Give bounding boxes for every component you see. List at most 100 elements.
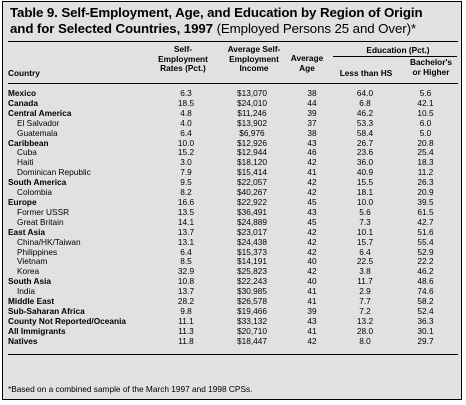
- table-row: Natives 11.8 $18,447 42 8.0 29.7: [8, 337, 457, 347]
- average-age-cell: 42: [307, 237, 317, 247]
- average-income-cell: $36,491: [237, 207, 267, 217]
- average-income-cell: $20,710: [237, 326, 267, 336]
- table-row: Central America 4.8 $11,246 39 46.2 10.5: [8, 109, 457, 119]
- self-employment-rate-cell: 9.5: [180, 178, 192, 188]
- table-row: China/HK/Taiwan 13.1 $24,438 42 15.7 55.4: [8, 238, 457, 248]
- row-name-cell: All Immigrants: [8, 326, 66, 336]
- less-than-hs-pct-cell: 8.0: [359, 336, 371, 346]
- self-employment-rate-cell: 8.5: [180, 257, 192, 267]
- average-age-cell: 40: [307, 277, 317, 287]
- average-age-cell: 45: [307, 217, 317, 227]
- bachelors-pct-cell: 52.4: [417, 306, 434, 316]
- row-name-cell: Guatemala: [17, 128, 58, 138]
- self-employment-rate-cell: 3.0: [180, 158, 192, 168]
- less-than-hs-pct-cell: 36.0: [356, 158, 374, 168]
- bachelors-pct-cell: 52.9: [417, 247, 434, 257]
- header-age-line-1: Average: [290, 53, 324, 63]
- table-row: Europe 16.6 $22,922 45 10.0 39.5: [8, 198, 457, 208]
- self-employment-rate-cell: 13.5: [177, 207, 195, 217]
- less-than-hs-pct-cell: 11.7: [357, 277, 373, 287]
- header-country: Country: [8, 68, 40, 78]
- average-income-cell: $40,267: [237, 188, 267, 198]
- row-name-cell: Sub-Saharan Africa: [8, 306, 85, 316]
- self-employment-rate-cell: 11.3: [178, 326, 194, 336]
- average-age-cell: 42: [307, 267, 317, 277]
- bachelors-pct-cell: 39.5: [417, 197, 434, 207]
- row-name-cell: Caribbean: [8, 138, 49, 148]
- table-row: Mexico 6.3 $13,070 38 64.0 5.6: [8, 89, 457, 99]
- row-name-cell: Canada: [8, 98, 38, 108]
- average-income-cell: $24,010: [237, 98, 267, 108]
- row-name-cell: South America: [8, 178, 67, 188]
- less-than-hs-pct-cell: 6.8: [359, 98, 371, 108]
- self-employment-rate-cell: 32.9: [177, 267, 195, 277]
- table-row: Middle East 28.2 $26,578 41 7.7 58.2: [8, 297, 457, 307]
- header-income-line-3: Income: [239, 63, 269, 74]
- title-subtitle: (Employed Persons 25 and Over)*: [216, 21, 417, 36]
- self-employment-rate-cell: 6.4: [180, 128, 192, 138]
- self-employment-rate-cell: 10.8: [177, 277, 195, 287]
- education-group-rule: [333, 56, 457, 57]
- bachelors-pct-cell: 58.2: [417, 297, 434, 307]
- average-income-cell: $19,466: [237, 306, 267, 316]
- average-age-cell: 38: [307, 128, 317, 138]
- average-income-cell: $13,902: [237, 118, 267, 128]
- average-income-cell: $15,414: [237, 168, 267, 178]
- row-name-cell: Haiti: [17, 158, 34, 168]
- bachelors-pct-cell: 42.7: [417, 217, 434, 227]
- less-than-hs-pct-cell: 53.3: [356, 118, 374, 128]
- average-income-cell: $24,889: [237, 217, 267, 227]
- average-age-cell: 38: [307, 89, 317, 98]
- bachelors-pct-cell: 6.0: [419, 118, 432, 128]
- bachelors-pct-cell: 26.3: [417, 178, 434, 188]
- bachelors-pct-cell: 5.0: [419, 128, 432, 138]
- self-employment-rate-cell: 11.8: [178, 336, 194, 346]
- table-row: Former USSR 13.5 $36,491 43 5.6 61.5: [8, 208, 457, 218]
- less-than-hs-pct-cell: 18.1: [356, 188, 374, 198]
- less-than-hs-pct-cell: 46.2: [356, 108, 374, 118]
- bachelors-pct-cell: 55.4: [417, 237, 434, 247]
- header-bachelors: Bachelor's or Higher: [399, 57, 463, 77]
- average-age-cell: 42: [307, 227, 317, 237]
- average-age-cell: 43: [307, 316, 317, 326]
- table-body: Mexico 6.3 $13,070 38 64.0 5.6 Canada 18.5 $24,0…: [8, 89, 457, 347]
- header-self-employment-line-2: Employment: [158, 53, 208, 64]
- header-self-employment-line-1: Self-: [174, 44, 192, 54]
- row-name-cell: Mexico: [8, 89, 37, 98]
- average-age-cell: 40: [307, 257, 317, 267]
- average-age-cell: 42: [307, 158, 317, 168]
- self-employment-rate-cell: 15.2: [177, 148, 195, 158]
- bachelors-pct-cell: 30.1: [417, 326, 434, 336]
- less-than-hs-pct-cell: 15.5: [356, 178, 374, 188]
- bachelors-pct-cell: 42.1: [417, 98, 434, 108]
- average-income-cell: $14,191: [237, 257, 267, 267]
- table-row: India 13.7 $30,985 41 2.9 74.6: [8, 287, 457, 297]
- average-age-cell: 41: [307, 297, 317, 307]
- average-income-cell: $25,823: [237, 267, 267, 277]
- average-age-cell: 44: [307, 98, 317, 108]
- average-income-cell: $24,438: [237, 237, 267, 247]
- less-than-hs-pct-cell: 28.0: [356, 326, 374, 336]
- less-than-hs-pct-cell: 15.7: [356, 237, 374, 247]
- title-line-2: and for Selected Countries, 1997 (Employ…: [10, 21, 462, 37]
- bachelors-pct-cell: 20.9: [417, 188, 434, 198]
- row-name-cell: Natives: [8, 336, 38, 346]
- self-employment-rate-cell: 13.7: [177, 227, 195, 237]
- self-employment-rate-cell: 6.3: [180, 89, 192, 98]
- average-age-cell: 37: [307, 118, 317, 128]
- self-employment-rate-cell: 16.6: [177, 197, 195, 207]
- self-employment-rate-cell: 4.8: [180, 108, 192, 118]
- row-name-cell: India: [17, 287, 35, 297]
- average-age-cell: 42: [307, 188, 317, 198]
- average-income-cell: $13,070: [237, 89, 267, 98]
- average-age-cell: 42: [307, 178, 317, 188]
- footnote: *Based on a combined sample of the March…: [8, 384, 253, 394]
- header-average-income: Average Self- Employment Income: [219, 44, 289, 74]
- bachelors-pct-cell: 25.4: [417, 148, 434, 158]
- table-row: Colombia 8.2 $40,267 42 18.1 20.9: [8, 188, 457, 198]
- bachelors-pct-cell: 51.6: [417, 227, 434, 237]
- table-row: Haiti 3.0 $18,120 42 36.0 18.3: [8, 158, 457, 168]
- header-self-employment-rates: Self- Employment Rates (Pct.): [153, 44, 213, 74]
- header-age-line-2: Age: [299, 62, 315, 73]
- self-employment-rate-cell: 13.1: [177, 237, 195, 247]
